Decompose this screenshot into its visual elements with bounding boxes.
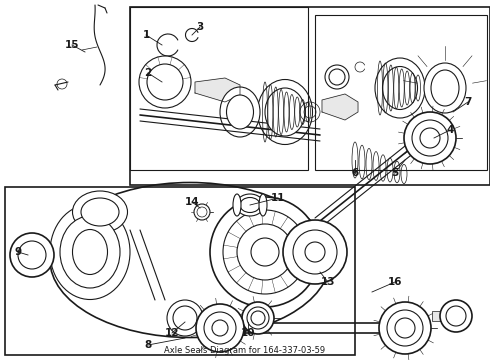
Text: 9: 9 — [14, 247, 22, 257]
Ellipse shape — [424, 63, 466, 113]
Circle shape — [210, 197, 320, 307]
Ellipse shape — [73, 230, 107, 274]
Circle shape — [204, 312, 236, 344]
Ellipse shape — [375, 58, 425, 118]
Circle shape — [440, 300, 472, 332]
Ellipse shape — [60, 216, 120, 288]
Circle shape — [167, 300, 203, 336]
Circle shape — [329, 69, 345, 85]
Circle shape — [251, 238, 279, 266]
Ellipse shape — [236, 194, 264, 216]
Ellipse shape — [258, 80, 313, 144]
Text: 16: 16 — [388, 277, 402, 287]
Text: Axle Seals Diagram for 164-337-03-59: Axle Seals Diagram for 164-337-03-59 — [165, 346, 325, 355]
Bar — [130, 7, 308, 170]
Circle shape — [139, 56, 191, 108]
Circle shape — [395, 318, 415, 338]
Polygon shape — [322, 94, 358, 120]
Ellipse shape — [383, 67, 417, 109]
Circle shape — [387, 310, 423, 346]
Circle shape — [404, 112, 456, 164]
Ellipse shape — [226, 95, 253, 129]
Ellipse shape — [251, 311, 265, 325]
Ellipse shape — [240, 198, 260, 212]
Text: 12: 12 — [165, 328, 179, 338]
Bar — [14, 246, 50, 249]
Text: 10: 10 — [241, 328, 255, 338]
Circle shape — [223, 210, 307, 294]
Circle shape — [10, 233, 54, 277]
Ellipse shape — [220, 87, 260, 137]
Ellipse shape — [265, 88, 305, 136]
Text: 8: 8 — [145, 340, 151, 350]
Circle shape — [147, 64, 183, 100]
Circle shape — [194, 204, 210, 220]
Circle shape — [197, 207, 207, 217]
Ellipse shape — [259, 194, 267, 216]
Circle shape — [412, 120, 448, 156]
Ellipse shape — [233, 194, 241, 216]
Circle shape — [283, 220, 347, 284]
Bar — [432, 311, 457, 321]
Text: 4: 4 — [446, 125, 454, 135]
Ellipse shape — [81, 198, 119, 226]
Text: 15: 15 — [65, 40, 79, 50]
Circle shape — [212, 320, 228, 336]
Ellipse shape — [247, 307, 269, 329]
Ellipse shape — [242, 302, 274, 334]
Circle shape — [325, 65, 349, 89]
Circle shape — [446, 306, 466, 326]
Ellipse shape — [50, 183, 330, 338]
Bar — [130, 7, 490, 185]
Circle shape — [293, 230, 337, 274]
Circle shape — [420, 128, 440, 148]
Text: 1: 1 — [143, 30, 149, 40]
Text: 14: 14 — [185, 197, 199, 207]
Polygon shape — [195, 78, 240, 102]
Bar — [14, 259, 50, 262]
Bar — [5, 187, 355, 355]
Text: 5: 5 — [392, 168, 399, 178]
Ellipse shape — [431, 70, 459, 106]
Circle shape — [305, 242, 325, 262]
Bar — [308, 222, 322, 282]
Circle shape — [196, 304, 244, 352]
Text: 6: 6 — [351, 168, 359, 178]
Ellipse shape — [50, 204, 130, 300]
Ellipse shape — [73, 191, 127, 233]
Text: 13: 13 — [321, 277, 335, 287]
Text: 11: 11 — [271, 193, 285, 203]
Bar — [315, 15, 487, 170]
Circle shape — [18, 241, 46, 269]
Circle shape — [173, 306, 197, 330]
Circle shape — [237, 224, 293, 280]
Text: 2: 2 — [145, 68, 151, 78]
Circle shape — [379, 302, 431, 354]
Text: 7: 7 — [465, 97, 472, 107]
Text: 3: 3 — [196, 22, 204, 32]
